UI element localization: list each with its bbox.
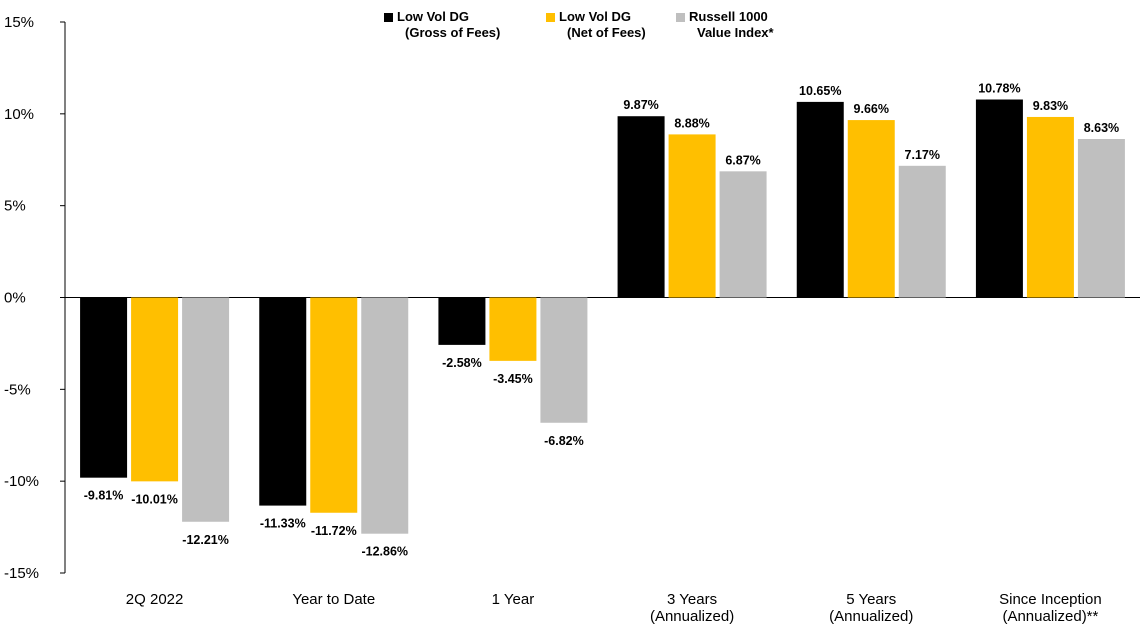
data-label: 6.87% bbox=[725, 153, 760, 167]
legend-label-net-1: Low Vol DG bbox=[559, 9, 631, 24]
data-label: -12.86% bbox=[361, 545, 408, 559]
y-tick-label: -5% bbox=[4, 381, 31, 398]
legend-swatch-russell bbox=[676, 13, 685, 22]
category-label: 2Q 2022 bbox=[126, 591, 184, 608]
bar bbox=[975, 99, 1023, 298]
y-tick-label: 15% bbox=[4, 14, 34, 31]
legend-item-net: Low Vol DG (Net of Fees) bbox=[546, 9, 676, 41]
data-label: -11.72% bbox=[311, 524, 357, 538]
category-label: Since Inception bbox=[999, 591, 1102, 608]
legend-item-gross: Low Vol DG (Gross of Fees) bbox=[384, 9, 546, 41]
data-label: 8.88% bbox=[674, 116, 709, 130]
bar bbox=[719, 171, 767, 298]
bar bbox=[182, 297, 230, 522]
bar bbox=[131, 297, 179, 482]
y-tick-label: 5% bbox=[4, 198, 26, 215]
category-label: 3 Years bbox=[667, 591, 717, 608]
y-tick-label: -15% bbox=[4, 565, 39, 582]
category-label: (Annualized) bbox=[650, 608, 734, 625]
y-tick-label: 0% bbox=[4, 290, 26, 307]
category-label: Year to Date bbox=[292, 591, 375, 608]
bar bbox=[617, 116, 665, 298]
data-label: 10.78% bbox=[978, 82, 1020, 96]
category-label: 1 Year bbox=[492, 591, 535, 608]
data-label: -3.45% bbox=[493, 372, 533, 386]
category-label: (Annualized) bbox=[829, 608, 913, 625]
legend-label-russell-1: Russell 1000 bbox=[689, 9, 768, 24]
bar bbox=[489, 297, 537, 361]
bar bbox=[361, 297, 409, 534]
legend-item-russell: Russell 1000 Value Index* bbox=[676, 9, 816, 41]
data-label: -10.01% bbox=[131, 492, 178, 506]
bar bbox=[668, 134, 716, 298]
bar bbox=[438, 297, 486, 345]
data-label: -9.81% bbox=[84, 489, 124, 503]
legend: Low Vol DG (Gross of Fees) Low Vol DG (N… bbox=[384, 9, 816, 41]
bar bbox=[310, 297, 358, 513]
data-label: -6.82% bbox=[544, 434, 584, 448]
bar bbox=[1026, 116, 1074, 298]
legend-label-gross-2: (Gross of Fees) bbox=[405, 25, 501, 40]
data-label: -11.33% bbox=[260, 517, 306, 531]
data-label: 8.63% bbox=[1084, 121, 1119, 135]
data-label: -2.58% bbox=[442, 356, 482, 370]
category-label: 5 Years bbox=[846, 591, 896, 608]
y-tick-label: 10% bbox=[4, 106, 34, 123]
data-label: 10.65% bbox=[799, 84, 841, 98]
bar bbox=[796, 101, 844, 298]
data-label: -12.21% bbox=[182, 533, 229, 547]
data-label: 7.17% bbox=[905, 148, 940, 162]
bar bbox=[1077, 138, 1125, 298]
y-tick-label: -10% bbox=[4, 473, 39, 490]
bar bbox=[847, 120, 895, 298]
data-label: 9.66% bbox=[854, 102, 889, 116]
data-label: 9.87% bbox=[623, 98, 658, 112]
bar bbox=[540, 297, 588, 423]
legend-label-russell-2: Value Index* bbox=[697, 25, 774, 40]
bar bbox=[259, 297, 307, 506]
legend-swatch-gross bbox=[384, 13, 393, 22]
legend-label-net-2: (Net of Fees) bbox=[567, 25, 646, 40]
bar bbox=[898, 165, 946, 298]
bar bbox=[80, 297, 128, 478]
category-label: (Annualized)** bbox=[1002, 608, 1098, 625]
legend-label-gross-1: Low Vol DG bbox=[397, 9, 469, 24]
data-label: 9.83% bbox=[1033, 99, 1068, 113]
legend-swatch-net bbox=[546, 13, 555, 22]
